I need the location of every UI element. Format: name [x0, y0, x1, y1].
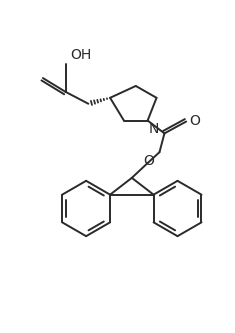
- Text: O: O: [144, 154, 155, 168]
- Text: OH: OH: [70, 48, 92, 62]
- Text: O: O: [189, 114, 200, 128]
- Text: N: N: [149, 122, 159, 136]
